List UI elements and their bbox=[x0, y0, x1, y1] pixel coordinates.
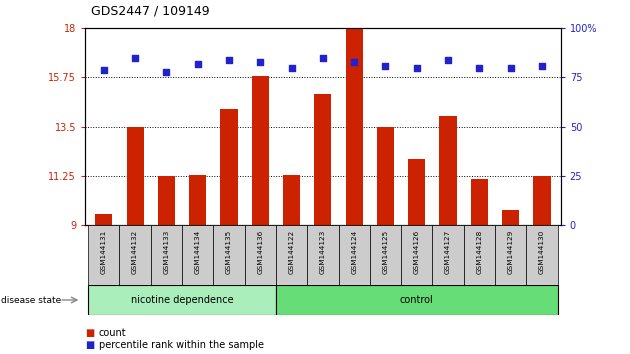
Text: percentile rank within the sample: percentile rank within the sample bbox=[99, 340, 264, 350]
Text: GSM144124: GSM144124 bbox=[351, 230, 357, 274]
Point bbox=[537, 63, 547, 68]
Bar bbox=[338, 225, 370, 285]
Point bbox=[224, 57, 234, 63]
Text: GSM144125: GSM144125 bbox=[382, 230, 389, 274]
Bar bbox=[408, 159, 425, 225]
Bar bbox=[120, 225, 151, 285]
Text: GSM144131: GSM144131 bbox=[101, 230, 107, 274]
Text: GSM144136: GSM144136 bbox=[257, 230, 263, 274]
Bar bbox=[314, 94, 331, 225]
Text: GSM144126: GSM144126 bbox=[414, 230, 420, 274]
Text: ■: ■ bbox=[85, 340, 94, 350]
Point bbox=[318, 55, 328, 61]
Point bbox=[381, 63, 391, 68]
Bar bbox=[377, 126, 394, 225]
Bar bbox=[440, 116, 457, 225]
Text: GSM144133: GSM144133 bbox=[163, 230, 169, 274]
Text: GDS2447 / 109149: GDS2447 / 109149 bbox=[91, 5, 210, 18]
Point bbox=[412, 65, 422, 70]
Text: disease state: disease state bbox=[1, 296, 62, 304]
Bar bbox=[95, 214, 112, 225]
Text: GSM144132: GSM144132 bbox=[132, 230, 138, 274]
Bar bbox=[464, 225, 495, 285]
Bar bbox=[251, 76, 269, 225]
Text: GSM144129: GSM144129 bbox=[508, 230, 513, 274]
Bar bbox=[502, 210, 519, 225]
Bar bbox=[244, 225, 276, 285]
Bar bbox=[214, 225, 244, 285]
Point bbox=[161, 69, 171, 74]
Bar bbox=[283, 175, 300, 225]
Text: GSM144127: GSM144127 bbox=[445, 230, 451, 274]
Bar bbox=[401, 225, 432, 285]
Bar bbox=[88, 225, 120, 285]
Bar bbox=[189, 175, 206, 225]
Text: count: count bbox=[99, 328, 127, 338]
Text: nicotine dependence: nicotine dependence bbox=[131, 295, 233, 305]
Bar bbox=[182, 225, 214, 285]
Bar bbox=[220, 109, 238, 225]
Text: GSM144122: GSM144122 bbox=[289, 230, 295, 274]
Bar bbox=[127, 126, 144, 225]
Text: ■: ■ bbox=[85, 328, 94, 338]
Text: GSM144128: GSM144128 bbox=[476, 230, 483, 274]
Point bbox=[255, 59, 265, 64]
Point bbox=[287, 65, 297, 70]
Point bbox=[99, 67, 109, 73]
Bar bbox=[276, 285, 558, 315]
Point bbox=[443, 57, 453, 63]
Text: GSM144135: GSM144135 bbox=[226, 230, 232, 274]
Bar bbox=[346, 28, 363, 225]
Text: control: control bbox=[400, 295, 433, 305]
Bar bbox=[307, 225, 338, 285]
Bar bbox=[432, 225, 464, 285]
Bar bbox=[534, 176, 551, 225]
Text: GSM144130: GSM144130 bbox=[539, 230, 545, 274]
Bar bbox=[276, 225, 307, 285]
Bar bbox=[526, 225, 558, 285]
Text: GSM144123: GSM144123 bbox=[320, 230, 326, 274]
Point bbox=[349, 59, 359, 64]
Point bbox=[130, 55, 140, 61]
Bar bbox=[495, 225, 526, 285]
Bar bbox=[370, 225, 401, 285]
Point bbox=[506, 65, 516, 70]
Point bbox=[193, 61, 203, 67]
Bar bbox=[88, 285, 276, 315]
Text: GSM144134: GSM144134 bbox=[195, 230, 201, 274]
Bar bbox=[151, 225, 182, 285]
Bar bbox=[158, 176, 175, 225]
Point bbox=[474, 65, 484, 70]
Bar bbox=[471, 179, 488, 225]
